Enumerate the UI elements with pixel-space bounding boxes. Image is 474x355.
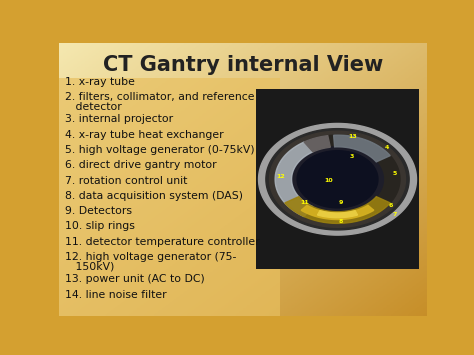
Text: 5. high voltage generator (0-75kV): 5. high voltage generator (0-75kV) — [65, 145, 255, 155]
Text: CT Gantry internal View: CT Gantry internal View — [103, 55, 383, 75]
Text: 13. power unit (AC to DC): 13. power unit (AC to DC) — [65, 274, 204, 284]
Polygon shape — [285, 197, 390, 223]
Polygon shape — [292, 147, 383, 212]
Text: 7: 7 — [392, 212, 397, 217]
Polygon shape — [318, 211, 357, 218]
Text: 13: 13 — [348, 135, 356, 140]
Polygon shape — [297, 151, 378, 208]
Text: 6: 6 — [389, 203, 393, 208]
Text: detector: detector — [65, 102, 121, 112]
Polygon shape — [275, 135, 400, 223]
FancyBboxPatch shape — [256, 89, 419, 269]
Polygon shape — [297, 151, 378, 208]
FancyBboxPatch shape — [59, 78, 280, 316]
Polygon shape — [266, 129, 409, 230]
Polygon shape — [301, 205, 374, 219]
Polygon shape — [275, 142, 313, 217]
Text: 12. high voltage generator (75-: 12. high voltage generator (75- — [65, 252, 236, 262]
Polygon shape — [258, 124, 417, 235]
Text: 10: 10 — [324, 178, 333, 183]
Text: 11: 11 — [300, 200, 309, 205]
Text: 5: 5 — [392, 171, 397, 176]
Text: 9: 9 — [339, 200, 343, 205]
Text: 7. rotation control unit: 7. rotation control unit — [65, 175, 187, 186]
Text: 3. internal projector: 3. internal projector — [65, 114, 173, 124]
Polygon shape — [304, 136, 330, 152]
Text: 1. x-ray tube: 1. x-ray tube — [65, 77, 135, 87]
Text: 8: 8 — [339, 219, 343, 224]
Text: 3: 3 — [350, 154, 355, 159]
Text: 6. direct drive gantry motor: 6. direct drive gantry motor — [65, 160, 217, 170]
Text: 14. line noise filter: 14. line noise filter — [65, 290, 166, 300]
Text: 9. Detectors: 9. Detectors — [65, 206, 132, 216]
Polygon shape — [270, 131, 405, 227]
Text: 4: 4 — [385, 145, 389, 150]
Text: 12: 12 — [276, 174, 285, 179]
Polygon shape — [334, 135, 390, 162]
Text: 150kV): 150kV) — [65, 262, 114, 272]
Text: 8. data acquisition system (DAS): 8. data acquisition system (DAS) — [65, 191, 243, 201]
Text: 2. filters, collimator, and reference: 2. filters, collimator, and reference — [65, 92, 254, 102]
Text: 4. x-ray tube heat exchanger: 4. x-ray tube heat exchanger — [65, 130, 223, 140]
Text: 10. slip rings: 10. slip rings — [65, 222, 135, 231]
Text: 11. detector temperature controller: 11. detector temperature controller — [65, 237, 259, 247]
